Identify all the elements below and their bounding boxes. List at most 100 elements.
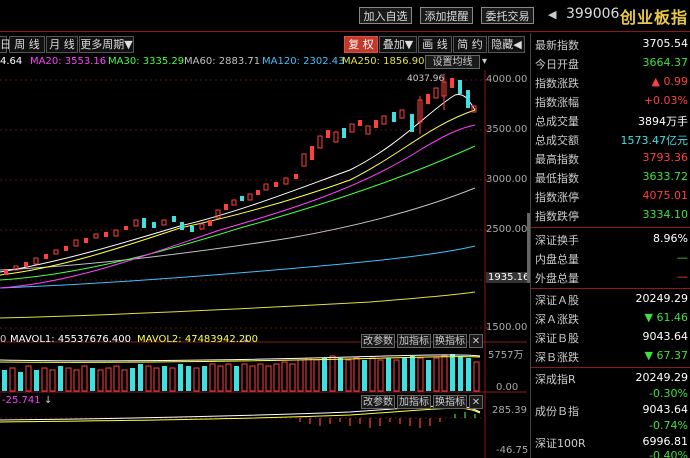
ma10-line [0, 109, 476, 276]
indicator-close-icon[interactable]: ✕ [469, 395, 483, 409]
szr-value: 20249.29 [635, 371, 689, 384]
row-outer: 外盘总量 — [531, 268, 690, 287]
high-marker: 4037.96 [407, 74, 445, 84]
vol-label: 总成交量 [535, 115, 579, 128]
row-change: 指数涨跌 ▲ 0.99 [531, 73, 690, 92]
row-cfb-pct: -0.74% [531, 417, 690, 436]
row-amount: 总成交额 1573.47亿元 [531, 130, 690, 149]
limit-down-value: 3334.10 [642, 208, 689, 221]
sz100-pct-value: -0.40% [649, 449, 688, 458]
entrust-trade-button[interactable]: 委托交易 [481, 7, 534, 24]
ma20-line [0, 124, 476, 289]
collapse-arrow-icon[interactable]: ◀ [548, 8, 557, 21]
ma20-value: MA20: 3553.16 [30, 56, 107, 67]
sza-chg-label: 深Ａ涨跌 [535, 313, 579, 326]
row-szb-chg: 深Ｂ涨跌 ▼ 67.37 [531, 347, 690, 366]
ma-setting-button[interactable]: 设置均线 [425, 55, 480, 69]
volume-close-icon[interactable]: ✕ [469, 334, 483, 348]
turnover-label: 深证换手 [535, 234, 579, 247]
volume-change-params-button[interactable]: 改参数 [361, 334, 395, 348]
sz100-value: 6996.81 [642, 435, 689, 448]
cfb-value: 9043.64 [642, 403, 689, 416]
add-watchlist-button[interactable]: 加入自选 [359, 7, 412, 24]
chart-scrollbar[interactable] [527, 213, 530, 283]
sz100-label: 深证100R [535, 437, 586, 450]
open-label: 今日开盘 [535, 58, 579, 71]
tab-fuquan[interactable]: 复 权 [344, 36, 378, 53]
volume-axis-top: 5757万 [488, 350, 524, 361]
mavol1-value: MAVOL1: 45537676.400 [10, 334, 132, 345]
limit-down-label: 指数跌停 [535, 210, 579, 223]
tab-monthly[interactable]: 月 线 [46, 36, 78, 53]
tab-weekly[interactable]: 周 线 [9, 36, 45, 53]
ma120-line [0, 245, 476, 289]
indicator-switch-indicator-button[interactable]: 换指标 [433, 395, 467, 409]
volume-switch-indicator-button[interactable]: 换指标 [433, 334, 467, 348]
ma-setting-chevron-icon[interactable]: ▾ [482, 56, 488, 67]
row-szr-pct: -0.30% [531, 385, 690, 404]
pct-label: 指数涨幅 [535, 96, 579, 109]
side-divider-2 [531, 288, 690, 289]
high-label: 最高指数 [535, 153, 579, 166]
mavol1-line [0, 354, 481, 362]
ma60-value: MA60: 2883.71 [184, 56, 261, 67]
tab-overlay[interactable]: 叠加▼ [379, 36, 417, 53]
price-label-3500: 3500.00 [486, 124, 528, 135]
indicator-legend: -25.741 ↓ 改参数 加指标 换指标 ✕ [0, 395, 527, 409]
low-label: 最低指数 [535, 172, 579, 185]
indicator-change-params-button[interactable]: 改参数 [361, 395, 395, 409]
vol-value: 3894万手 [638, 115, 688, 128]
volume-prefix: 0 [0, 334, 7, 345]
ma5-value: 4.64 [0, 56, 23, 67]
amount-value: 1573.47亿元 [620, 134, 689, 147]
row-cfb: 成份Ｂ指 9043.64 [531, 401, 690, 420]
volume-bars [2, 354, 480, 392]
szb-value: 9043.64 [642, 330, 689, 343]
ma250-line [0, 291, 476, 319]
row-open: 今日开盘 3664.37 [531, 54, 690, 73]
row-volume: 总成交量 3894万手 [531, 111, 690, 130]
price-label-3000: 3000.00 [486, 174, 528, 185]
tab-daily[interactable]: 日 [0, 36, 11, 53]
latest-value: 3705.54 [642, 37, 689, 50]
tab-more-period[interactable]: 更多周期▼ [79, 36, 134, 53]
price-label-2500: 2500.00 [486, 224, 528, 235]
ma120-value: MA120: 2302.43 [262, 56, 345, 67]
row-limit-up: 指数涨停 4075.01 [531, 187, 690, 206]
volume-arrow-icon: ↓ [242, 334, 251, 345]
inner-label: 内盘总量 [535, 253, 579, 266]
ma250-value: MA250: 1856.90 [342, 56, 425, 67]
amount-label: 总成交额 [535, 134, 579, 147]
change-value: ▲ 0.99 [651, 75, 688, 88]
row-sza: 深证Ａ股 20249.29 [531, 290, 690, 309]
sza-chg-value: ▼ 61.46 [644, 311, 688, 324]
indicator-add-indicator-button[interactable]: 加指标 [397, 395, 431, 409]
indicator-axis-bottom: -46.75 [496, 445, 529, 456]
price-label-4000: 4000.00 [486, 74, 528, 85]
row-latest: 最新指数 3705.54 [531, 35, 690, 54]
cfb-label: 成份Ｂ指 [535, 405, 579, 418]
tab-simple[interactable]: 简 约 [453, 36, 487, 53]
tab-hide[interactable]: 隐藏◀ [488, 36, 525, 53]
stock-name: 创业板指 [620, 8, 689, 27]
szr-label: 深成指R [535, 373, 576, 386]
add-alert-button[interactable]: 添加提醒 [420, 7, 473, 24]
outer-value: — [677, 270, 688, 283]
sza-label: 深证Ａ股 [535, 294, 579, 307]
header-divider [0, 31, 690, 32]
inner-value: — [677, 251, 688, 264]
row-inner: 内盘总量 — [531, 249, 690, 268]
change-label: 指数涨跌 [535, 77, 579, 90]
side-divider-1 [531, 227, 690, 228]
turnover-value: 8.96% [653, 232, 688, 245]
ma-legend: 4.64 MA20: 3553.16 MA30: 3335.29 MA60: 2… [0, 55, 527, 70]
mavol2-value: MAVOL2: 47483942.200 [137, 334, 259, 345]
indicator-arrow-icon: ↓ [44, 395, 53, 406]
row-szb: 深证Ｂ股 9043.64 [531, 328, 690, 347]
tab-draw-line[interactable]: 画 线 [418, 36, 452, 53]
sza-value: 20249.29 [635, 292, 689, 305]
price-label-1500: 1500.00 [486, 322, 528, 333]
ma30-line [0, 145, 476, 281]
pct-value: +0.03% [643, 94, 688, 107]
volume-add-indicator-button[interactable]: 加指标 [397, 334, 431, 348]
